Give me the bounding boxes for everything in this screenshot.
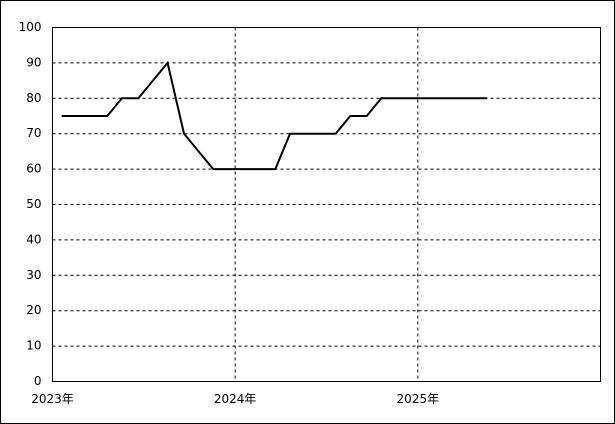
y-tick-label: 50 <box>26 197 41 211</box>
x-tick-label: 2023年 <box>31 392 74 406</box>
y-tick-label: 60 <box>26 162 41 176</box>
y-tick-label: 70 <box>26 126 41 140</box>
y-tick-label: 30 <box>26 268 41 282</box>
y-tick-label: 10 <box>26 339 41 353</box>
y-tick-label: 20 <box>26 303 41 317</box>
y-tick-label: 0 <box>34 374 42 388</box>
x-tick-label: 2025年 <box>397 392 440 406</box>
plot-border <box>52 27 601 382</box>
x-tick-label: 2024年 <box>214 392 257 406</box>
y-tick-label: 80 <box>26 91 41 105</box>
y-tick-label: 40 <box>26 232 41 246</box>
line-series <box>61 60 488 171</box>
y-tick-label: 100 <box>19 20 42 34</box>
y-tick-label: 90 <box>26 55 41 69</box>
